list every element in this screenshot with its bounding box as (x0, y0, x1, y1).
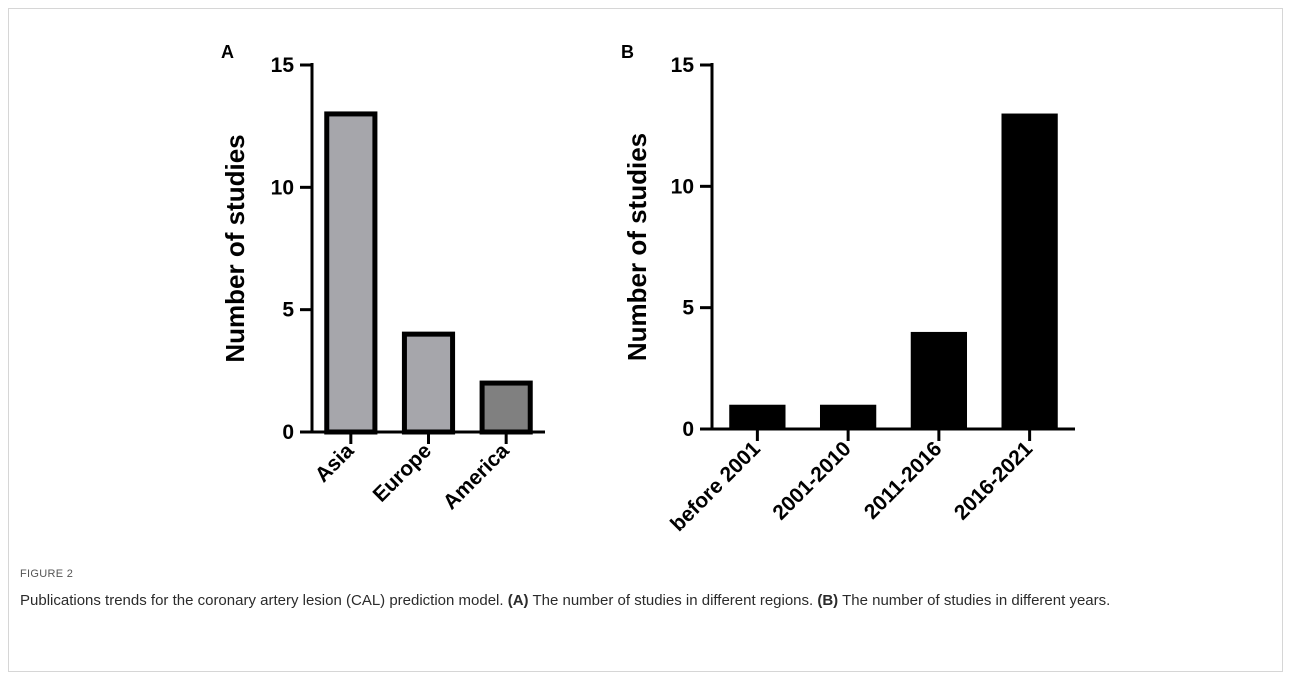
bar-before-2001 (729, 404, 786, 429)
y-tick-label: 10 (271, 176, 294, 199)
y-tick-label: 10 (671, 175, 694, 198)
y-axis-title: Number of studies (220, 134, 250, 362)
bar-2011-2016 (910, 331, 968, 429)
y-tick-label: 15 (271, 54, 295, 77)
y-axis-title: Number of studies (622, 133, 652, 361)
caption-intro: Publications trends for the coronary art… (20, 592, 504, 609)
y-tick-label: 15 (671, 54, 695, 77)
x-category-label: 2016-2021 (950, 437, 1038, 525)
y-tick-label: 5 (682, 297, 694, 320)
panel-letter: A (221, 42, 234, 62)
x-category-label: before 2001 (666, 437, 765, 536)
caption-part-b-text: The number of studies in different years… (842, 592, 1111, 609)
figure-label: FIGURE 2 (20, 568, 74, 580)
bar-2001-2010 (819, 404, 877, 429)
y-tick-label: 0 (682, 418, 694, 441)
x-category-label: 2011-2016 (860, 437, 946, 523)
y-tick-label: 5 (282, 299, 294, 322)
figure-caption: FIGURE 2 Publications trends for the cor… (20, 568, 1270, 611)
caption-part-a-text: The number of studies in different regio… (532, 592, 814, 609)
panel-letter: B (621, 42, 634, 62)
y-tick-label: 0 (282, 421, 294, 444)
chart-panel-b: 0 5 10 15 before 2001 2001-2010 2011-2016 2016-… (621, 42, 1075, 536)
caption-part-a-tag: (A) (507, 592, 529, 609)
figure-frame (8, 8, 1283, 672)
bar-america (479, 380, 533, 435)
figure-caption-text: Publications trends for the coronary art… (20, 590, 1270, 611)
caption-part-b-tag: (B) (817, 592, 839, 609)
bar-2016-2021 (1001, 113, 1058, 430)
x-category-label: 2001-2010 (768, 437, 855, 524)
